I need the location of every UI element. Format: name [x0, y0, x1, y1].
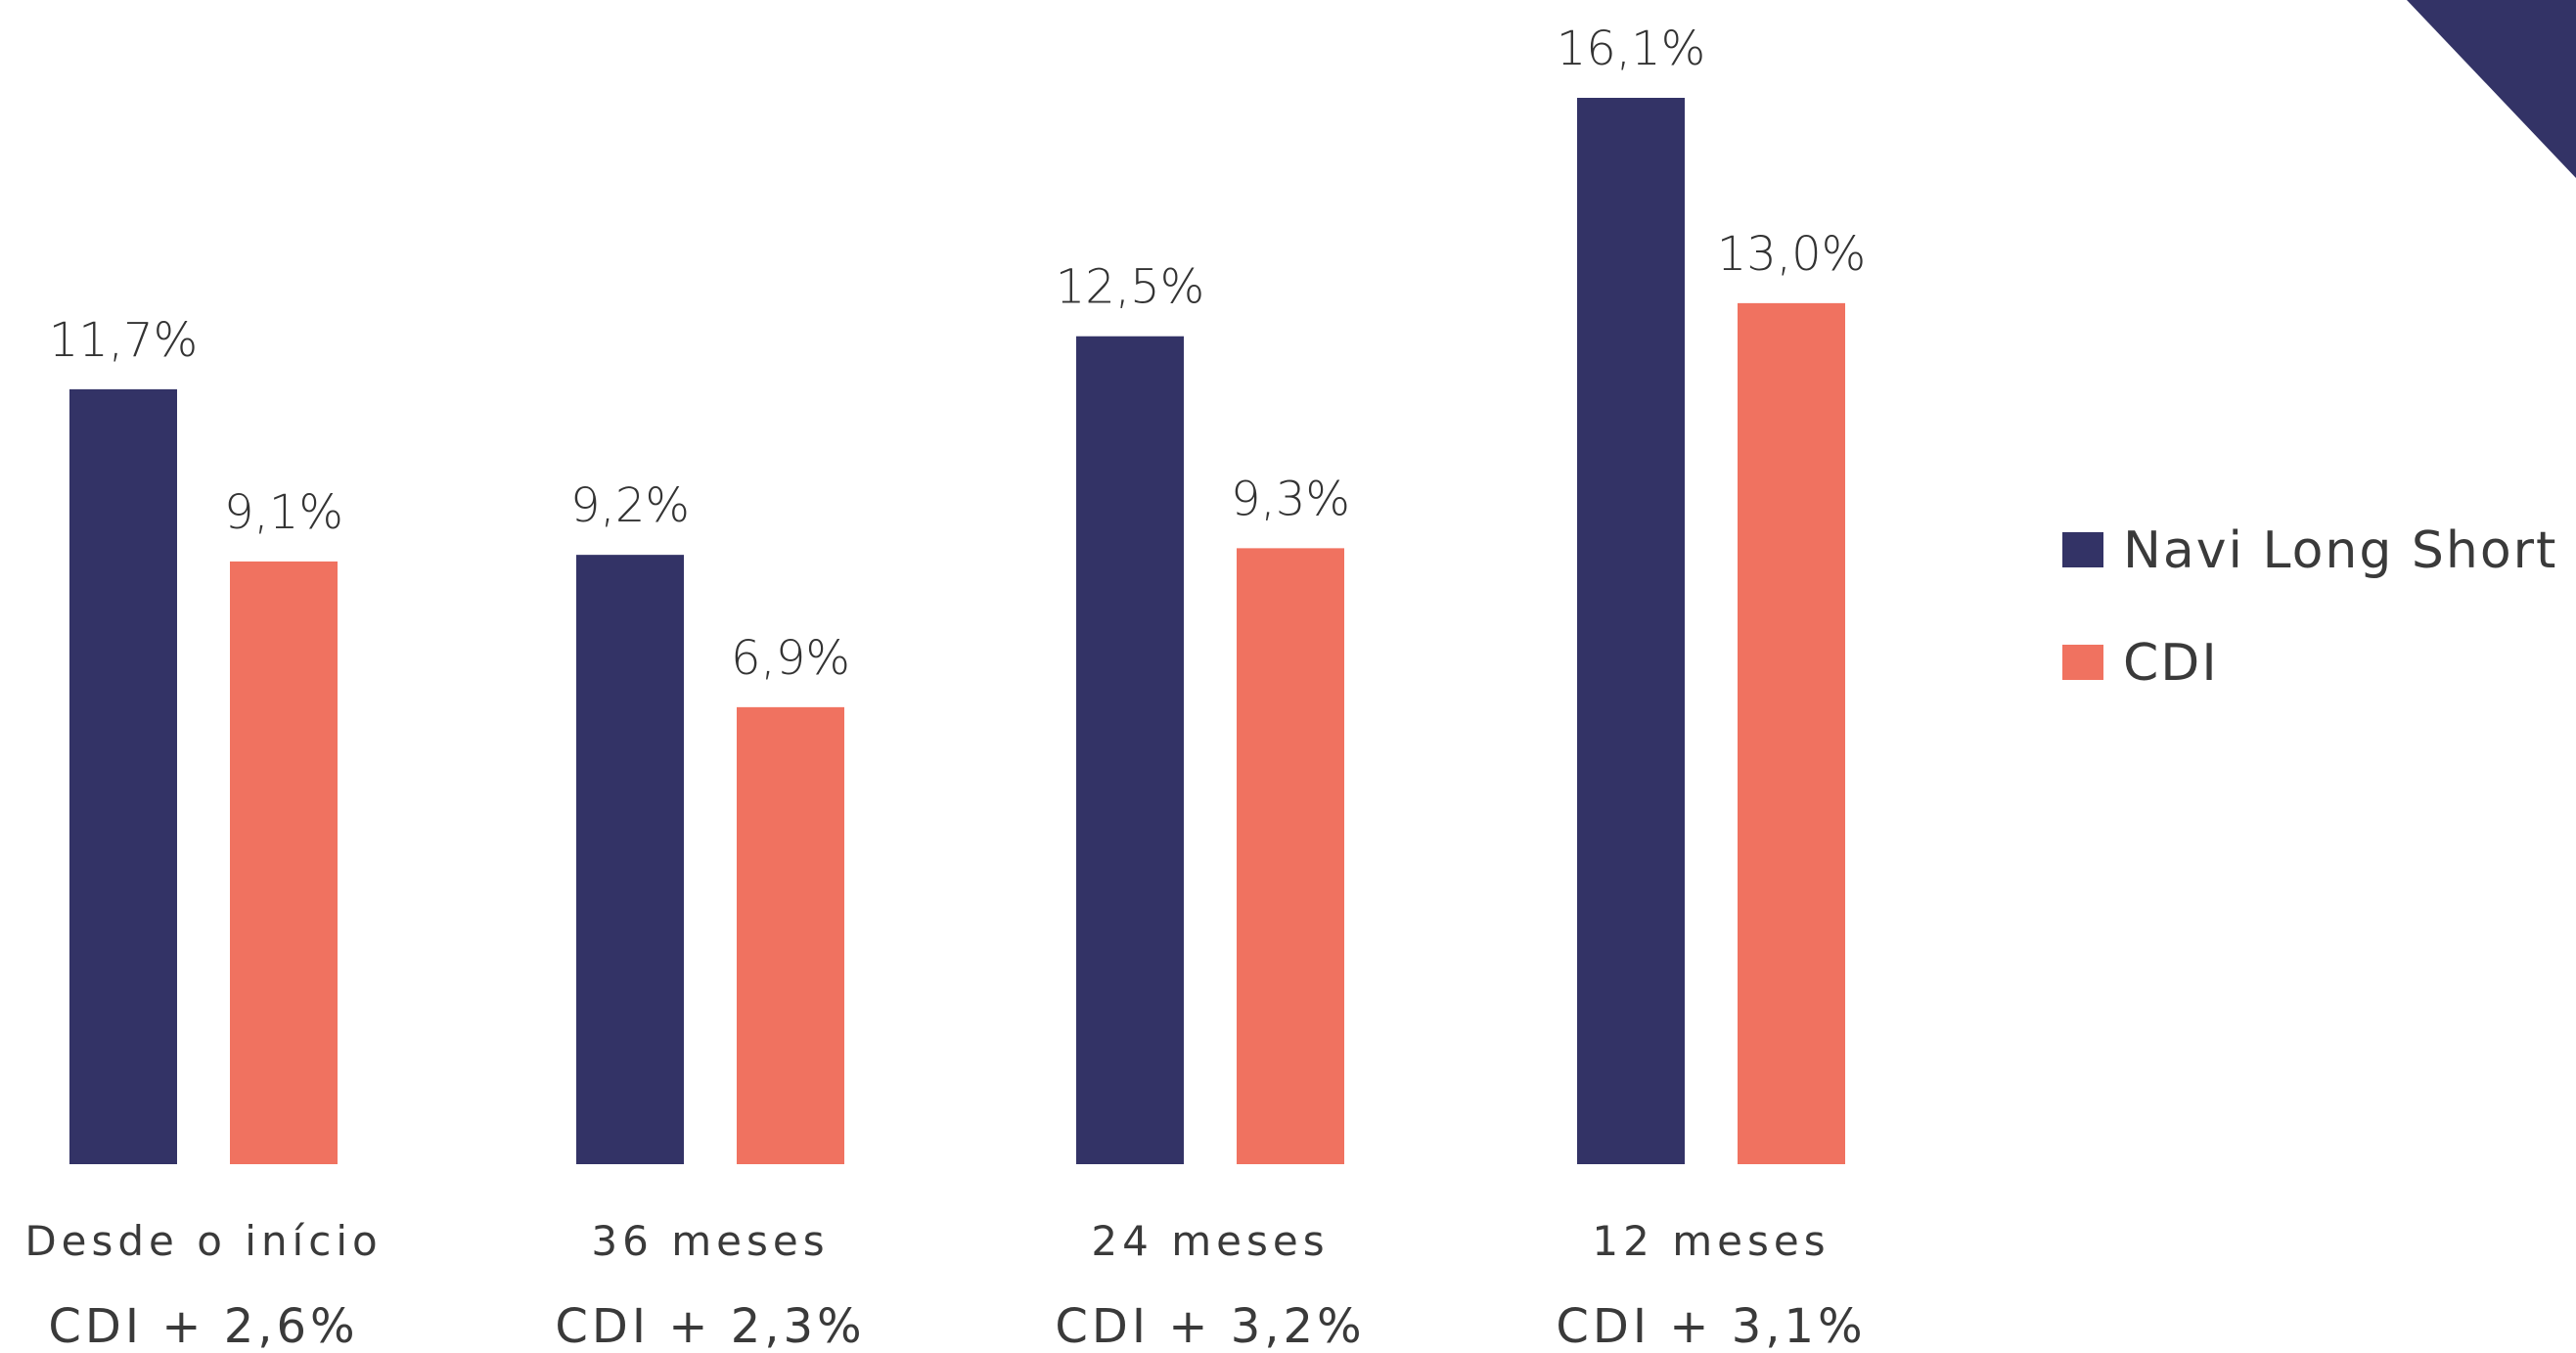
category-label-1: 36 meses — [591, 1217, 829, 1265]
value-label-cdi-1: 6,9% — [731, 631, 850, 686]
corner-decoration — [2407, 0, 2576, 178]
legend-label-cdi: CDI — [2123, 634, 2219, 693]
bar-cdi-0 — [230, 561, 338, 1164]
legend-swatch-navi — [2062, 532, 2103, 567]
bar-navi-2 — [1076, 336, 1184, 1165]
legend-swatch-cdi — [2062, 645, 2103, 680]
value-label-navi-0: 11,7% — [49, 313, 198, 368]
category-sublabel-2: CDI + 3,2% — [1055, 1299, 1365, 1353]
category-sublabel-3: CDI + 3,1% — [1556, 1299, 1866, 1353]
value-label-navi-2: 12,5% — [1056, 260, 1204, 315]
category-labels-layer: Desde o início CDI + 2,6% 36 meses CDI + 2,… — [24, 1217, 1866, 1353]
value-label-cdi-0: 9,1% — [224, 485, 343, 540]
category-sublabel-1: CDI + 2,3% — [555, 1299, 865, 1353]
bar-navi-0 — [69, 388, 177, 1164]
legend-label-navi: Navi Long Short — [2123, 521, 2557, 580]
bar-cdi-2 — [1237, 548, 1344, 1164]
value-label-navi-1: 9,2% — [570, 478, 690, 533]
category-sublabel-0: CDI + 2,6% — [48, 1299, 358, 1353]
value-labels-layer: 11,7% 9,1% 9,2% 6,9% 12,5% 9,3% 16,1% 13,0% — [49, 22, 1866, 686]
category-label-3: 12 meses — [1592, 1217, 1830, 1265]
bar-navi-3 — [1577, 98, 1685, 1164]
bar-cdi-1 — [737, 706, 844, 1164]
bar-navi-1 — [576, 555, 684, 1164]
value-label-cdi-3: 13,0% — [1717, 227, 1866, 282]
bars-layer — [69, 98, 1845, 1165]
value-label-cdi-2: 9,3% — [1231, 472, 1350, 526]
legend: Navi Long Short CDI — [2062, 521, 2557, 693]
bar-cdi-3 — [1738, 302, 1845, 1165]
category-label-0: Desde o início — [24, 1217, 382, 1265]
value-label-navi-3: 16,1% — [1557, 22, 1705, 76]
category-label-2: 24 meses — [1091, 1217, 1329, 1265]
